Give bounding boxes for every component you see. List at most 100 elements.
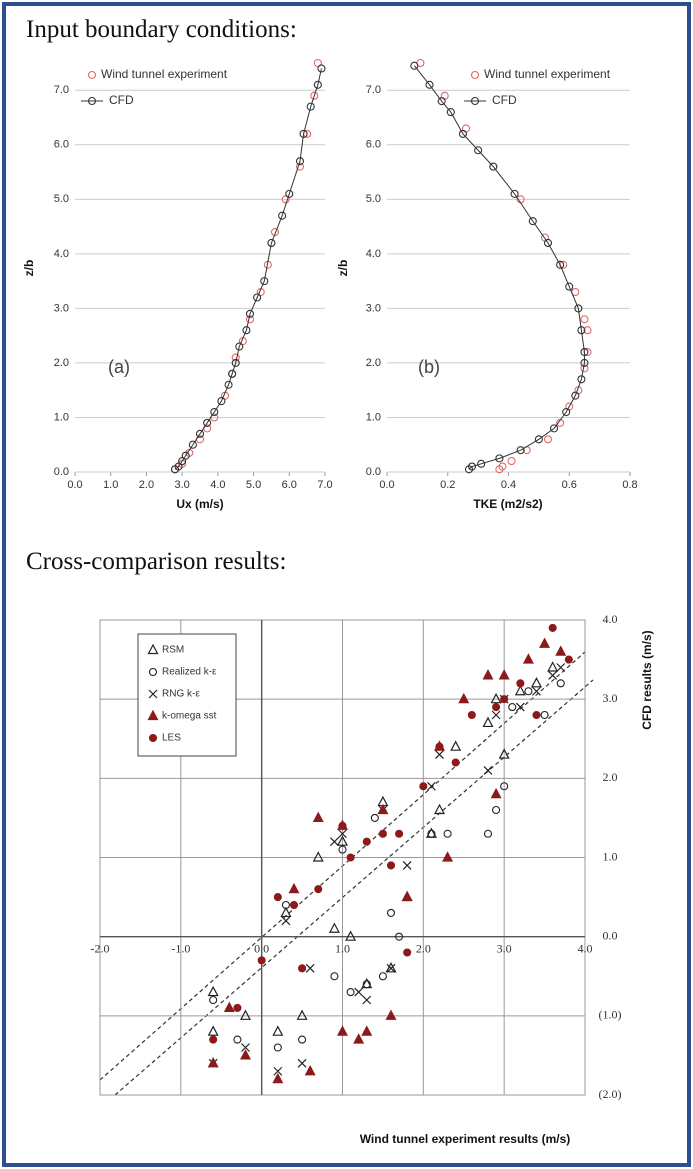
marker (482, 716, 494, 728)
legend-label: Wind tunnel experiment (101, 67, 228, 81)
marker (556, 260, 565, 269)
marker (492, 703, 501, 712)
marker (490, 787, 502, 799)
x-tick-label: -1.0 (171, 941, 190, 955)
x-axis-label: Ux (m/s) (176, 497, 223, 511)
x-tick-label: 7.0 (317, 479, 332, 491)
legend-label: CFD (492, 93, 517, 107)
marker (288, 882, 300, 894)
marker (500, 782, 509, 791)
x-tick-label: 1.0 (335, 941, 350, 955)
marker (362, 980, 371, 989)
legend-marker (87, 96, 97, 106)
y-tick-label: 3.0 (603, 691, 618, 705)
marker (329, 837, 339, 847)
marker (209, 1035, 218, 1044)
marker (296, 1009, 308, 1020)
marker (295, 157, 305, 166)
y-tick-label: 6.0 (54, 139, 69, 151)
marker (270, 228, 280, 237)
marker (314, 885, 323, 894)
marker (338, 821, 347, 830)
marker (267, 238, 276, 248)
marker (426, 781, 436, 791)
marker (491, 710, 501, 720)
marker (443, 829, 452, 838)
marker (401, 890, 413, 902)
marker (285, 189, 294, 198)
marker (435, 750, 444, 760)
marker (295, 162, 305, 171)
legend-marker (87, 70, 97, 80)
y-axis-label: CFD results (m/s) (640, 630, 654, 729)
marker (207, 1057, 219, 1068)
marker (532, 686, 541, 696)
marker (489, 162, 498, 171)
x-tick-label: 0.6 (562, 479, 577, 491)
marker (306, 102, 315, 111)
marker (377, 803, 389, 815)
x-tick-label: 4.0 (210, 479, 225, 491)
y-tick-label: 3.0 (54, 302, 69, 314)
y-tick-label: 0.0 (603, 928, 618, 942)
marker (442, 851, 454, 862)
marker (178, 457, 187, 466)
marker (289, 900, 299, 910)
legend-label: RNG k-ε (162, 689, 200, 700)
marker (304, 1064, 316, 1076)
marker (483, 765, 493, 775)
marker (346, 853, 355, 862)
y-tick-label: 4.0 (603, 612, 618, 626)
marker (354, 987, 364, 997)
marker (458, 129, 467, 138)
marker (450, 740, 462, 751)
marker (337, 1025, 348, 1036)
marker (477, 459, 486, 468)
marker (386, 963, 396, 973)
marker (231, 358, 240, 367)
marker (235, 342, 244, 351)
marker (385, 962, 397, 973)
marker (510, 189, 519, 198)
legend-label: Wind tunnel experiment (484, 67, 611, 81)
marker (524, 687, 533, 696)
y-tick-label: 0.0 (366, 466, 381, 478)
marker (181, 451, 190, 460)
marker (446, 108, 455, 117)
marker (543, 435, 553, 444)
marker (317, 64, 326, 73)
marker (565, 282, 574, 291)
y-tick-label: 1.0 (54, 411, 69, 423)
x-tick-label: 0.4 (501, 479, 516, 491)
marker (313, 58, 322, 68)
x-tick-label: 2.0 (416, 941, 431, 955)
marker (353, 1033, 365, 1044)
marker (482, 669, 494, 680)
marker (434, 803, 445, 815)
marker (483, 829, 493, 838)
x-tick-label: 3.0 (174, 479, 189, 491)
marker (272, 1025, 284, 1036)
marker (305, 963, 315, 973)
marker (362, 837, 371, 846)
marker (312, 851, 324, 862)
y-tick-label: (2.0) (599, 1087, 622, 1101)
marker (451, 758, 460, 767)
marker (299, 129, 308, 138)
x-axis-label: TKE (m2/s2) (473, 497, 542, 511)
legend-marker (147, 643, 159, 655)
marker (378, 972, 387, 981)
marker (281, 900, 290, 910)
marker (310, 91, 319, 100)
marker (402, 860, 412, 870)
x-tick-label: 3.0 (497, 941, 512, 955)
annotation: (b) (418, 357, 440, 377)
y-tick-label: 1.0 (366, 411, 381, 423)
marker (495, 465, 504, 474)
marker (210, 407, 219, 417)
marker (577, 375, 586, 384)
legend-marker (148, 667, 158, 677)
marker (278, 211, 287, 220)
